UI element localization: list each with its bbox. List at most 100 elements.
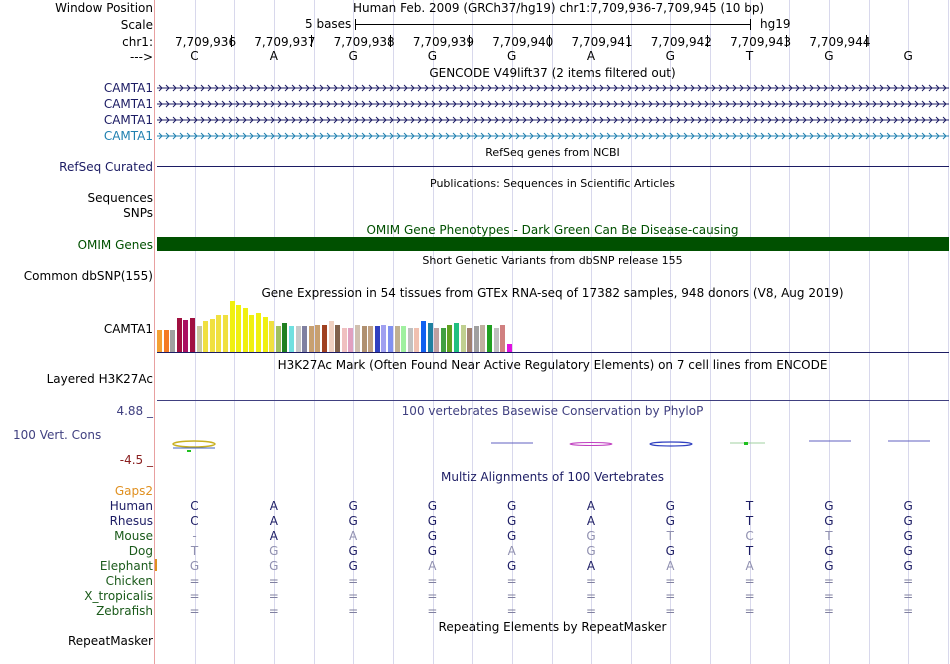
species-label[interactable]: Rhesus — [109, 514, 153, 528]
gtex-tissue-bar[interactable] — [183, 319, 189, 352]
gtex-tissue-bar[interactable] — [407, 328, 413, 352]
gtex-tissue-bar[interactable] — [315, 324, 321, 352]
sequences-label[interactable]: Sequences — [87, 191, 153, 205]
gtex-tissue-bar[interactable] — [216, 314, 222, 352]
gtex-tissue-bar[interactable] — [163, 330, 169, 352]
gaps-label[interactable]: Gaps2 — [114, 484, 153, 498]
gtex-tissue-bar[interactable] — [223, 314, 228, 352]
repeat-label[interactable]: RepeatMasker — [67, 634, 153, 648]
gtex-tissue-bar[interactable] — [480, 324, 486, 352]
gtex-tissue-bar[interactable] — [209, 318, 215, 352]
gtex-tissue-bar[interactable] — [500, 324, 506, 352]
reference-base: G — [824, 49, 834, 63]
gtex-tissue-bar[interactable] — [328, 320, 334, 352]
gtex-tissue-bar[interactable] — [460, 324, 466, 352]
gencode-transcript[interactable] — [157, 99, 949, 109]
gtex-tissue-bar[interactable] — [242, 307, 248, 352]
species-label[interactable]: Zebrafish — [96, 604, 153, 618]
aligned-base: - — [192, 529, 197, 543]
species-label[interactable]: Chicken — [105, 574, 153, 588]
gtex-tissue-bar[interactable] — [335, 324, 341, 352]
omim-bar[interactable] — [157, 237, 949, 251]
gtex-tissue-bar[interactable] — [170, 330, 176, 352]
gtex-tissue-bar[interactable] — [427, 322, 433, 352]
species-label[interactable]: Elephant — [99, 559, 153, 573]
aligned-base: G — [507, 514, 517, 528]
gencode-transcript[interactable] — [157, 83, 949, 93]
gtex-tissue-bar[interactable] — [341, 328, 347, 352]
gtex-tissue-bar[interactable] — [275, 325, 281, 352]
gtex-tissue-bar[interactable] — [487, 324, 492, 352]
gtex-tissue-bar[interactable] — [368, 326, 374, 352]
gtex-tissue-bar[interactable] — [176, 317, 182, 352]
gtex-tissue-bar[interactable] — [262, 316, 268, 352]
species-label[interactable]: X_tropicalis — [84, 589, 153, 603]
gtex-tissue-bar[interactable] — [473, 326, 479, 352]
gtex-tissue-bar[interactable] — [203, 320, 209, 352]
gtex-tissue-bar[interactable] — [256, 312, 261, 352]
gencode-transcript[interactable] — [157, 131, 949, 141]
species-label[interactable]: Mouse — [114, 529, 153, 543]
omim-label[interactable]: OMIM Genes — [77, 238, 153, 252]
snps-label[interactable]: SNPs — [123, 206, 153, 220]
gtex-label[interactable]: CAMTA1 — [103, 322, 153, 336]
gtex-tissue-bar[interactable] — [282, 322, 288, 352]
gtex-tissue-bar[interactable] — [308, 325, 314, 352]
cons-label[interactable]: 100 Vert. Cons — [13, 428, 102, 442]
gtex-tissue-bar[interactable] — [269, 320, 275, 352]
gtex-tissue-bar[interactable] — [414, 328, 420, 352]
h3k27-label[interactable]: Layered H3K27Ac — [46, 372, 153, 386]
gtex-tissue-bar[interactable] — [348, 328, 354, 352]
gtex-tissue-bar[interactable] — [196, 325, 202, 352]
gtex-bar-chart[interactable] — [157, 298, 537, 352]
conservation-plot[interactable] — [155, 432, 950, 456]
refseq-line[interactable] — [157, 166, 949, 167]
gtex-tissue-bar[interactable] — [447, 324, 453, 352]
dbsnp-label[interactable]: Common dbSNP(155) — [23, 269, 153, 283]
cons-mark-6 — [569, 442, 613, 446]
gtex-tissue-bar[interactable] — [506, 344, 512, 352]
gtex-tissue-bar[interactable] — [322, 324, 327, 352]
grid-line — [234, 0, 236, 664]
gtex-tissue-bar[interactable] — [374, 326, 380, 352]
cons-mark-1c — [187, 450, 191, 452]
gtex-tissue-bar[interactable] — [361, 326, 367, 352]
gtex-tissue-bar[interactable] — [249, 314, 255, 352]
gtex-tissue-bar[interactable] — [236, 304, 242, 352]
gtex-tissue-bar[interactable] — [467, 328, 473, 352]
gtex-tissue-bar[interactable] — [388, 326, 393, 352]
reference-base: G — [427, 49, 438, 63]
reference-base: G — [507, 49, 517, 63]
gtex-gene-line[interactable] — [157, 352, 949, 353]
gtex-tissue-bar[interactable] — [401, 325, 407, 352]
gencode-item-label[interactable]: CAMTA1 — [103, 81, 153, 95]
grid-line — [710, 0, 712, 664]
gtex-tissue-bar[interactable] — [493, 328, 499, 352]
species-label[interactable]: Human — [109, 499, 153, 513]
gtex-tissue-bar[interactable] — [289, 326, 294, 352]
gtex-tissue-bar[interactable] — [381, 324, 387, 352]
aligned-base: C — [190, 499, 199, 513]
gencode-transcript[interactable] — [157, 115, 949, 125]
gtex-tissue-bar[interactable] — [421, 320, 426, 352]
gtex-tissue-bar[interactable] — [434, 328, 440, 352]
gtex-tissue-bar[interactable] — [157, 330, 162, 352]
gtex-tissue-bar[interactable] — [229, 300, 235, 352]
position-title[interactable]: Human Feb. 2009 (GRCh37/hg19) chr1:7,709… — [353, 1, 765, 15]
gtex-tissue-bar[interactable] — [394, 326, 400, 352]
gtex-tissue-bar[interactable] — [355, 324, 360, 352]
coordinate-tick — [548, 35, 550, 47]
species-label[interactable]: Dog — [128, 544, 153, 558]
grid-line — [392, 0, 394, 664]
gtex-tissue-bar[interactable] — [454, 322, 459, 352]
grid-line — [789, 0, 791, 664]
gencode-item-label[interactable]: CAMTA1 — [103, 113, 153, 127]
gencode-item-label[interactable]: CAMTA1 — [103, 97, 153, 111]
gencode-item-label[interactable]: CAMTA1 — [103, 129, 153, 143]
coordinate-tick — [310, 35, 312, 47]
refseq-label[interactable]: RefSeq Curated — [59, 160, 153, 174]
gtex-tissue-bar[interactable] — [190, 317, 195, 352]
gtex-tissue-bar[interactable] — [295, 326, 301, 352]
gtex-tissue-bar[interactable] — [440, 328, 446, 352]
gtex-tissue-bar[interactable] — [302, 326, 308, 352]
